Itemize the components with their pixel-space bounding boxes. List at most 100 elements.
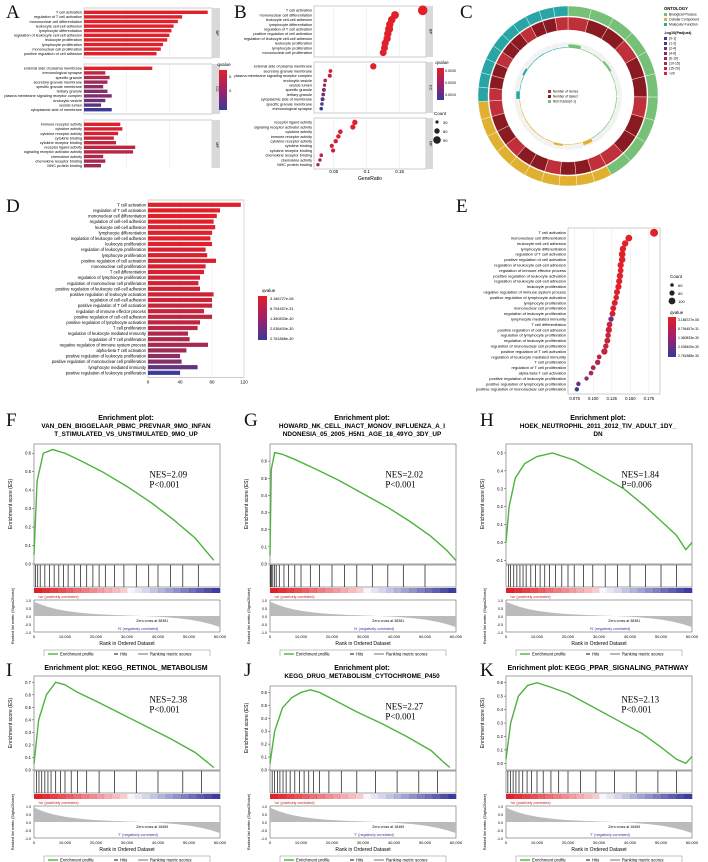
category-label: immunological synapse <box>43 71 82 75</box>
count-dot <box>433 136 441 144</box>
dot <box>319 106 324 111</box>
qvalue-colorbar <box>258 296 267 340</box>
facet-strip-CC <box>212 64 220 114</box>
x-tick-label: 20,000 <box>562 840 575 845</box>
x-tick-label: 50,000 <box>183 840 196 845</box>
heat-bar-cell <box>103 588 112 593</box>
category-label: specific granule <box>56 76 82 80</box>
heat-bar-cell <box>552 588 561 593</box>
x-tick-label: 10,000 <box>295 840 308 845</box>
facet-strip-CC <box>426 62 433 113</box>
outer-ring-sector <box>477 86 489 102</box>
padjust-legend-swatch <box>664 37 667 40</box>
category-label: alpha-beta T cell activation <box>96 348 146 353</box>
heat-bar-cell <box>277 794 286 799</box>
heat-bar-cell <box>142 588 151 593</box>
legend-text: Enrichment profile <box>532 652 566 656</box>
nes-label: NES=2.27 <box>385 702 423 712</box>
heat-bar-cell <box>378 588 387 593</box>
heat-bar-cell <box>173 794 182 799</box>
zero-cross-label: Zero cross at 38381 <box>372 619 404 623</box>
legend-text: Ranking metric scores <box>622 858 663 862</box>
x-tick-label: 10,000 <box>59 634 72 639</box>
x-tick-label: 60,000 <box>214 634 227 639</box>
heat-bar-cell <box>432 588 441 593</box>
legend-frame <box>43 649 211 656</box>
category-label: regulation of leukocyte cell-cell adhesi… <box>244 37 312 41</box>
dot <box>319 153 324 158</box>
x-tick-label: 50,000 <box>183 634 196 639</box>
category-label: cytokine activity <box>285 130 312 134</box>
heat-bar-cell <box>277 588 286 593</box>
y-tick-label: 0.1 <box>261 544 267 549</box>
heat-bar-cell <box>96 588 105 593</box>
heat-bar-cell <box>308 794 317 799</box>
heat-bar-cell <box>560 588 569 593</box>
plot-subtitle: KEGG_DRUG_METABOLISM_CYTOCHROME_P450 <box>284 673 440 680</box>
heat-bar-cell <box>96 794 105 799</box>
dot <box>379 49 387 57</box>
dot <box>329 143 334 148</box>
heat-bar-cell <box>347 588 356 593</box>
category-label: leukocyte proliferation <box>105 242 146 247</box>
y-tick-label: 0.3 <box>497 721 503 726</box>
category-label: external side of plasma membrane <box>24 67 82 71</box>
count-dot <box>434 128 440 134</box>
dot <box>616 278 623 285</box>
heat-bar-cell <box>506 794 515 799</box>
bar <box>84 89 108 93</box>
heat-bar-cell <box>285 588 294 593</box>
qvalue-colorbar <box>219 70 227 110</box>
x-tick-label: 20,000 <box>90 634 103 639</box>
panel-label-i: I <box>6 660 13 681</box>
negative-label: 'T' (negatively correlated) <box>590 833 630 837</box>
y-tick-label: 0.2 <box>25 742 31 747</box>
y-tick-label: 0.1 <box>25 543 31 548</box>
ontology-legend-text: Biological Process <box>669 13 697 17</box>
category-label: lymphocyte proliferation <box>272 46 312 50</box>
category-label: regulation of leukocyte cell-cell adhesi… <box>14 34 82 38</box>
heat-bar-cell <box>622 794 631 799</box>
metric-axis-title: Ranked list metric (Signal2Noise) <box>483 793 487 850</box>
heat-bar-cell <box>316 794 325 799</box>
facet-frame-CC <box>313 61 427 114</box>
heat-bar-cell <box>409 794 418 799</box>
positive-label: 'na' (positively correlated) <box>510 801 551 805</box>
metric-tick-label: -0.5 <box>261 623 267 627</box>
dot <box>417 5 428 16</box>
x-tick-label: 0.1 <box>364 169 371 174</box>
metric-tick-label: 0.5 <box>26 607 31 611</box>
heat-bar-cell <box>448 794 457 799</box>
category-label: positive regulation of cell-cell adhesio… <box>498 327 566 332</box>
legend-tick: 8.794457e-31 <box>678 327 699 331</box>
heat-bar-cell <box>425 588 434 593</box>
heat-bar-cell <box>684 794 693 799</box>
chart-g-gsea-plot: Enrichment plot:HOWARD_NK_CELL_INACT_MON… <box>244 415 463 656</box>
y-tick-label: 0.1 <box>497 747 503 752</box>
legend-frame <box>515 855 683 862</box>
metric-tick-label: -0.5 <box>497 623 503 627</box>
plot-title: Enrichment plot: <box>334 415 390 422</box>
y-tick-label: 0.6 <box>261 459 267 464</box>
heat-bar-cell <box>65 794 74 799</box>
heat-bar-cell <box>529 588 538 593</box>
dot <box>330 148 336 153</box>
category-label: leukocyte proliferation <box>527 284 566 289</box>
dot <box>617 267 624 274</box>
heat-bar-cell <box>88 794 97 799</box>
dot <box>616 272 624 280</box>
legend-title: qvalue <box>217 62 231 67</box>
x-axis-title: Rank in Ordered Dataset <box>335 847 391 853</box>
padjust-legend-title: -log10(Padjust) <box>664 31 692 35</box>
y-tick-label: 0.0 <box>497 540 503 545</box>
y-tick-label: 0.5 <box>497 694 503 699</box>
p-value-label: P<0.001 <box>385 480 415 490</box>
category-label: regulation of cell-cell adhesion <box>90 219 147 224</box>
heat-bar-cell <box>173 588 182 593</box>
ranking-metric-area <box>506 601 692 628</box>
heat-bar-cell <box>544 794 553 799</box>
y-tick-label: 0.1 <box>497 522 503 527</box>
category-label: T cell activation <box>539 230 567 235</box>
heat-bar-cell <box>394 794 403 799</box>
bar <box>84 98 106 103</box>
